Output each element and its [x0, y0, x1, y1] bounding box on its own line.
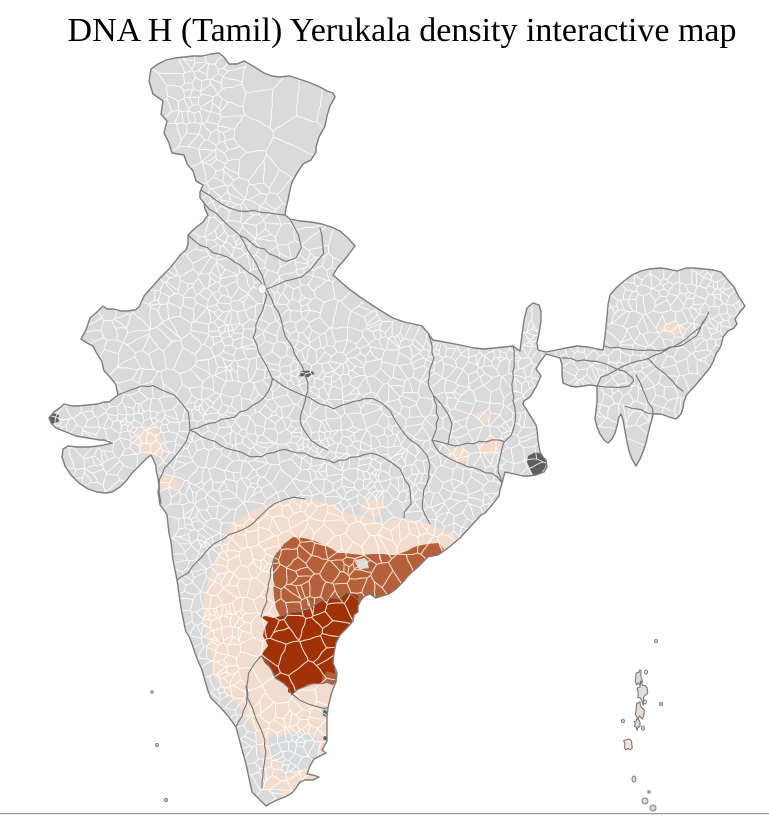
svg-text:DNA H (Tamil) Yerukala density: DNA H (Tamil) Yerukala density interacti… [68, 12, 737, 49]
